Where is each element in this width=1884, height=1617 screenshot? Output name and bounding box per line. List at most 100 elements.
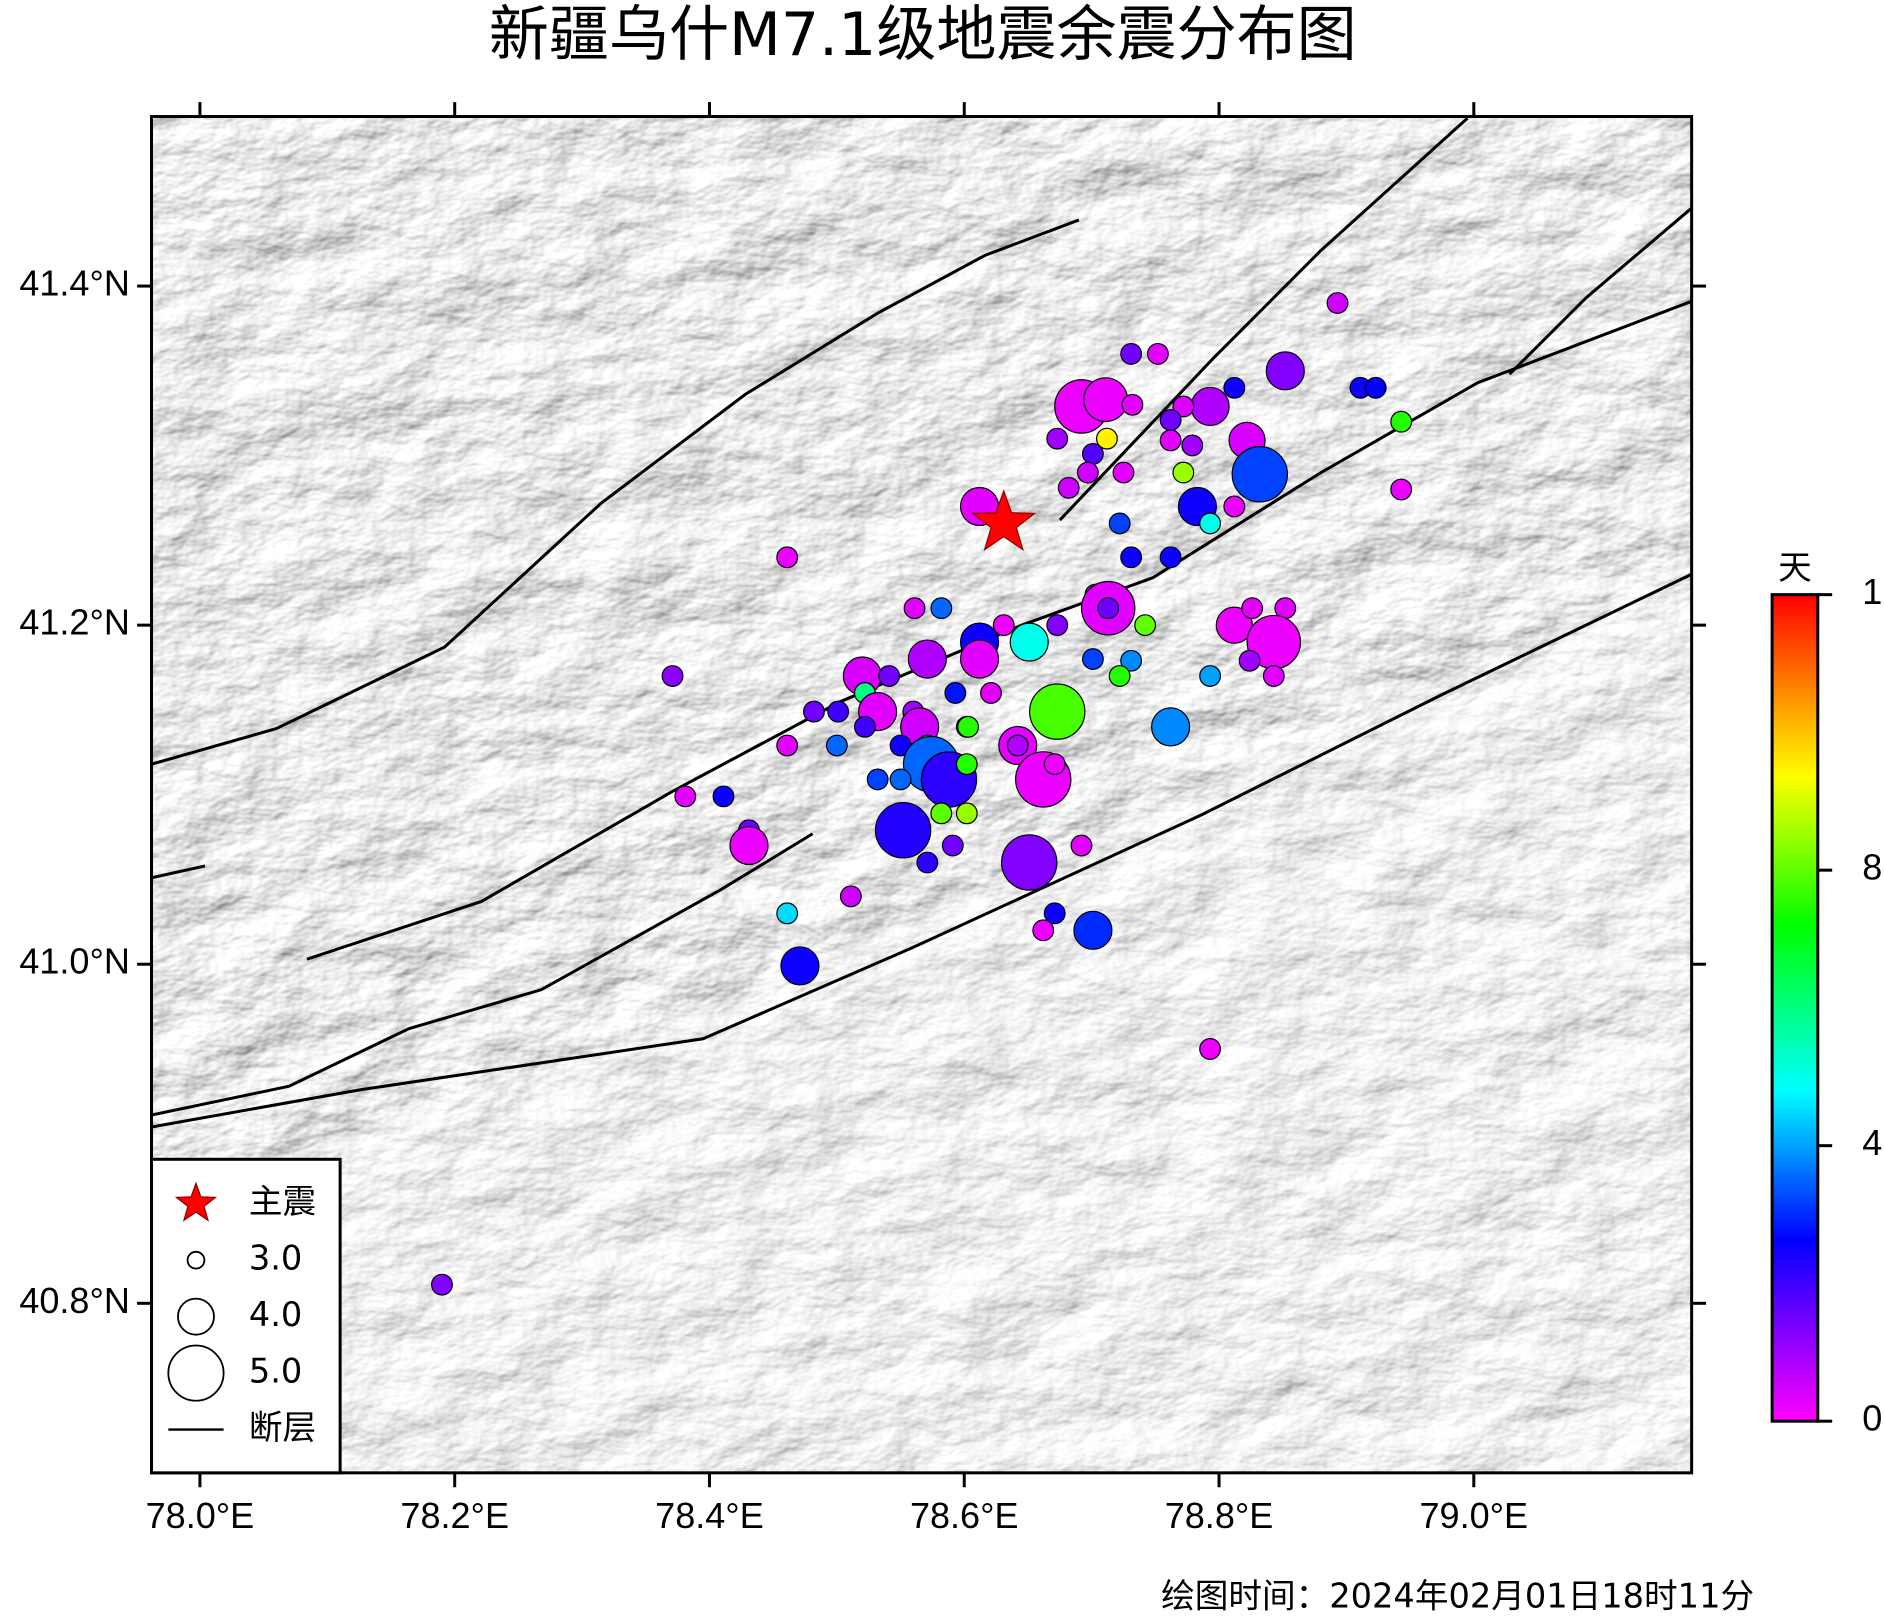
aftershock — [1326, 292, 1349, 314]
aftershock — [1159, 546, 1182, 569]
y-tick-label: 41.2°N — [19, 602, 130, 643]
aftershock — [674, 785, 697, 808]
point-layer — [431, 292, 1413, 1296]
aftershock — [1120, 546, 1143, 569]
aftershock — [907, 639, 947, 679]
aftershock — [1083, 377, 1129, 423]
aftershock — [1070, 834, 1093, 857]
aftershock — [1390, 410, 1413, 433]
aftershock — [1265, 351, 1305, 391]
legend-label: 5.0 — [249, 1352, 302, 1391]
aftershock — [1364, 376, 1387, 399]
aftershock — [1000, 834, 1058, 891]
aftershock — [1215, 606, 1253, 644]
aftershock — [903, 597, 926, 620]
aftershock — [1120, 649, 1143, 672]
aftershock — [1172, 461, 1195, 484]
aftershock — [916, 851, 939, 874]
aftershock — [955, 753, 978, 776]
colorbar-tick-label: 12 — [1862, 571, 1884, 612]
basin-shade — [151, 564, 1692, 1473]
colorbar-tick-label: 0 — [1862, 1398, 1882, 1439]
x-tick-label: 78.8°E — [1165, 1495, 1274, 1536]
aftershock — [661, 665, 684, 687]
legend-size — [177, 1297, 215, 1336]
aftershock — [1057, 476, 1080, 499]
aftershock — [1046, 427, 1069, 450]
x-tick-label: 78.2°E — [400, 1495, 509, 1536]
aftershock — [878, 665, 901, 687]
x-tick-label: 79.0°E — [1420, 1495, 1529, 1536]
aftershock — [1172, 395, 1195, 418]
aftershock — [1231, 446, 1289, 503]
aftershock — [1108, 665, 1131, 687]
fault-line — [1058, 117, 1469, 522]
aftershock — [889, 768, 912, 791]
aftershock — [853, 715, 876, 738]
aftershock — [1159, 409, 1182, 431]
aftershock — [1097, 597, 1120, 620]
aftershock — [1095, 427, 1118, 450]
mainshock — [971, 489, 1037, 552]
fault-line — [151, 572, 1692, 1129]
aftershock — [1241, 597, 1264, 620]
aftershock — [874, 802, 932, 859]
aftershock — [1108, 512, 1131, 535]
aftershock — [1121, 393, 1144, 416]
colorbar-label: 天 — [1778, 548, 1812, 587]
y-tick-label: 40.8°N — [19, 1280, 130, 1321]
aftershock — [1081, 648, 1104, 670]
legend-size — [186, 1250, 206, 1270]
aftershock — [1120, 342, 1143, 365]
aftershock — [1262, 665, 1285, 687]
relief — [151, 116, 1692, 1473]
chart-title: 新疆乌什M7.1级地震余震分布图 — [489, 0, 1357, 70]
fault-line — [151, 218, 1080, 766]
footer: 绘图时间：2024年02月01日18时11分 — [1161, 1576, 1754, 1615]
aftershock — [431, 1273, 453, 1296]
aftershock — [1390, 478, 1413, 501]
x-tick-label: 78.0°E — [146, 1495, 255, 1536]
legend: 主震 断层 3.0 4.0 5.0 — [150, 1157, 342, 1475]
colorbar-tick-label: 8 — [1862, 847, 1882, 888]
fault-line — [151, 832, 814, 1117]
hillshade — [151, 116, 1692, 1473]
aftershock — [1223, 376, 1246, 399]
fault-line — [1508, 206, 1692, 376]
aftershock — [776, 546, 799, 569]
aftershock — [1199, 1038, 1222, 1060]
map-frame — [150, 115, 1694, 1475]
aftershock — [1112, 461, 1135, 484]
aftershock — [1081, 442, 1104, 465]
aftershock — [825, 734, 848, 757]
aftershock — [992, 614, 1015, 637]
aftershock — [1151, 707, 1191, 747]
legend-label: 4.0 — [249, 1295, 302, 1334]
colorbar — [1770, 593, 1820, 1423]
aftershock — [957, 715, 980, 738]
aftershock — [959, 639, 1000, 679]
aftershock — [930, 597, 953, 620]
legend-size — [167, 1344, 225, 1402]
aftershock — [1199, 512, 1222, 535]
aftershock — [930, 802, 953, 825]
fault-line — [151, 864, 206, 880]
aftershock — [827, 700, 850, 723]
legend-label: 3.0 — [249, 1239, 302, 1278]
aftershock — [1159, 429, 1182, 452]
aftershock — [776, 902, 799, 925]
aftershock — [1223, 495, 1246, 518]
aftershock — [944, 682, 967, 704]
x-tick-label: 78.4°E — [655, 1495, 764, 1536]
aftershock — [955, 802, 978, 825]
aftershock — [941, 834, 964, 857]
aftershock — [1046, 614, 1069, 637]
aftershock — [729, 825, 769, 866]
legend-label: 主震 — [249, 1182, 316, 1221]
aftershock — [1076, 461, 1099, 484]
aftershock — [1032, 919, 1055, 942]
aftershock — [866, 768, 889, 791]
aftershock — [1009, 622, 1049, 662]
